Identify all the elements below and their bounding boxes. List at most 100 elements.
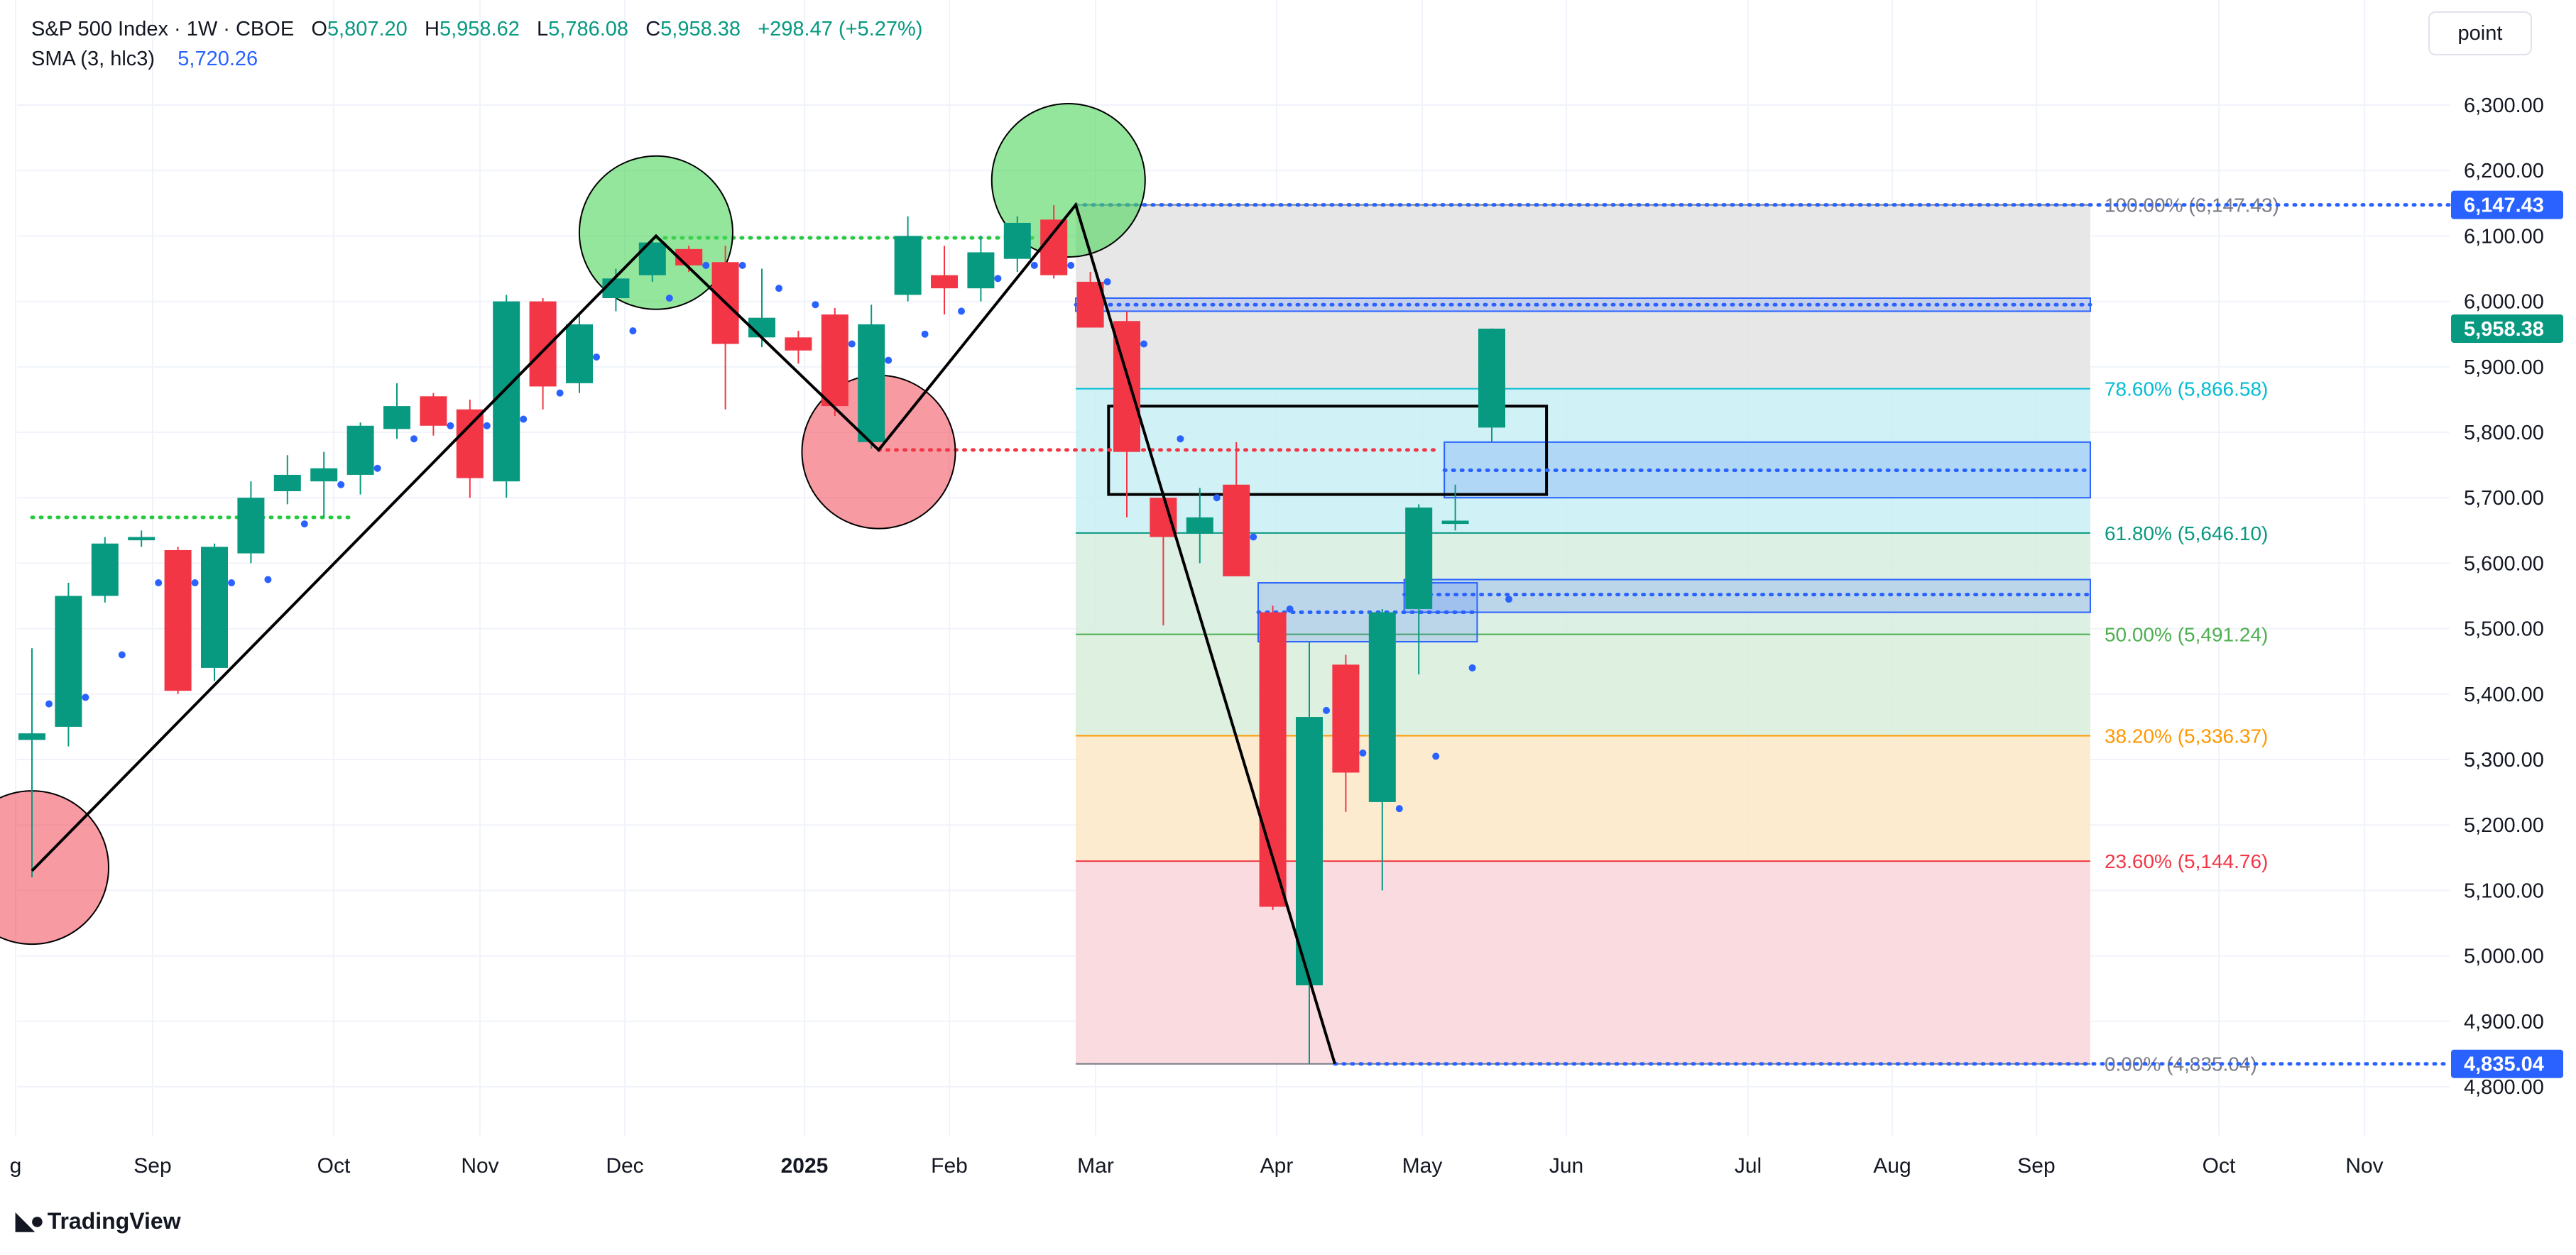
x-tick-label: Feb [931,1154,968,1178]
candle-body [602,278,630,298]
candle-body [1441,520,1469,525]
candle [456,399,484,498]
candle [1332,654,1360,812]
candle-body [237,498,265,554]
candle-body [128,537,155,541]
fib-band [1076,861,2090,1064]
y-tick-label: 5,100.00 [2464,879,2544,902]
candle [1405,504,1433,675]
candle-body [1003,222,1031,259]
candle-body [164,549,192,691]
tradingview-brand[interactable]: ◣● TradingView [16,1207,181,1235]
sma-point [1030,261,1038,269]
y-tick-label: 4,900.00 [2464,1011,2544,1034]
open-label: O [311,18,327,40]
brand-name: TradingView [47,1207,181,1234]
sma-point [812,301,819,309]
candle [1186,488,1213,564]
candle [967,236,995,302]
candle-body [529,301,557,387]
price-label-text: 5,958.38 [2464,318,2544,341]
sma-legend-row[interactable]: SMA (3, hlc3) 5,720.26 [31,44,922,74]
sma-point [921,330,929,338]
price-label-badge [2451,190,2563,219]
x-tick-label: Mar [1077,1154,1114,1178]
candle-body [1478,328,1505,428]
sma-point [1359,749,1367,757]
candle-body [967,252,995,289]
open-value: 5,807.20 [327,18,408,40]
change-value: +298.47 (+5.27%) [758,18,923,40]
candle-body [1186,517,1213,534]
sma-point [958,307,965,315]
candle-body [1296,717,1323,986]
sma-point [191,579,199,587]
x-tick-label: Aug [1873,1154,1911,1178]
y-tick-label: 4,800.00 [2464,1076,2544,1099]
sma-point [300,520,308,528]
fib-level-label: 61.80% (5,646.10) [2105,522,2268,544]
sma-value: 5,720.26 [178,48,258,70]
candle [785,331,812,364]
candle-body [821,314,848,407]
y-tick-label: 5,900.00 [2464,356,2544,379]
candle-body [1332,664,1360,773]
candle-body [55,596,82,727]
candle [237,481,265,564]
y-tick-label: 6,000.00 [2464,291,2544,314]
x-tick-label: Sep [2017,1154,2055,1178]
fib-band [1076,735,2090,862]
candle [1441,484,1469,531]
scale-mode-button[interactable]: point [2428,11,2532,55]
sma-point [848,340,856,348]
candle-body [273,474,301,491]
low-value: 5,786.08 [548,18,629,40]
sma-point [1177,435,1184,443]
time-axis: g Sep Oct Nov Dec 2025 Feb Mar Apr May Jun Jul Aug Se… [10,1154,2384,1178]
close-value: 5,958.38 [660,18,741,40]
fibonacci-retracement: 100.00% (6,147.43)78.60% (5,866.58)61.80… [1076,194,2279,1075]
sma-point [665,294,673,302]
candle [1296,642,1323,1064]
price-label-badge [2451,1049,2563,1078]
candle [858,305,885,449]
sma-point [1323,706,1330,714]
candle [821,307,848,416]
candle-body [310,468,338,482]
candle-body [420,396,447,426]
price-label-badge [2451,314,2563,343]
candle [346,422,374,495]
ohlc-legend-row: S&P 500 Index · 1W · CBOE O5,807.20 H5,9… [31,14,922,44]
y-tick-label: 5,400.00 [2464,684,2544,706]
candle [1223,442,1250,576]
x-tick-label: Dec [606,1154,643,1178]
symbol-label[interactable]: S&P 500 Index · 1W · CBOE [31,18,295,40]
high-value: 5,958.62 [439,18,520,40]
sma-point [1286,605,1294,613]
candle [91,537,119,603]
candle [566,314,593,393]
candle [310,451,338,517]
chart-legend: S&P 500 Index · 1W · CBOE O5,807.20 H5,9… [31,14,922,74]
sma-point [629,327,637,335]
sma-point [1103,278,1111,285]
x-tick-label: Nov [2345,1154,2383,1178]
y-tick-label: 5,700.00 [2464,487,2544,510]
sma-point [520,415,528,423]
close-label: C [645,18,661,40]
candle [18,648,45,877]
sma-point [82,694,89,701]
low-label: L [537,18,549,40]
x-tick-label: May [1402,1154,1443,1178]
x-tick-label: 2025 [781,1154,829,1178]
candle-body [894,236,922,295]
candle-body [1040,219,1068,275]
sma-point [885,356,893,364]
candle [273,455,301,505]
x-tick-label: g [10,1154,22,1178]
y-tick-label: 5,600.00 [2464,552,2544,575]
candle-body [493,301,520,482]
sma-label[interactable]: SMA (3, hlc3) [31,48,155,70]
